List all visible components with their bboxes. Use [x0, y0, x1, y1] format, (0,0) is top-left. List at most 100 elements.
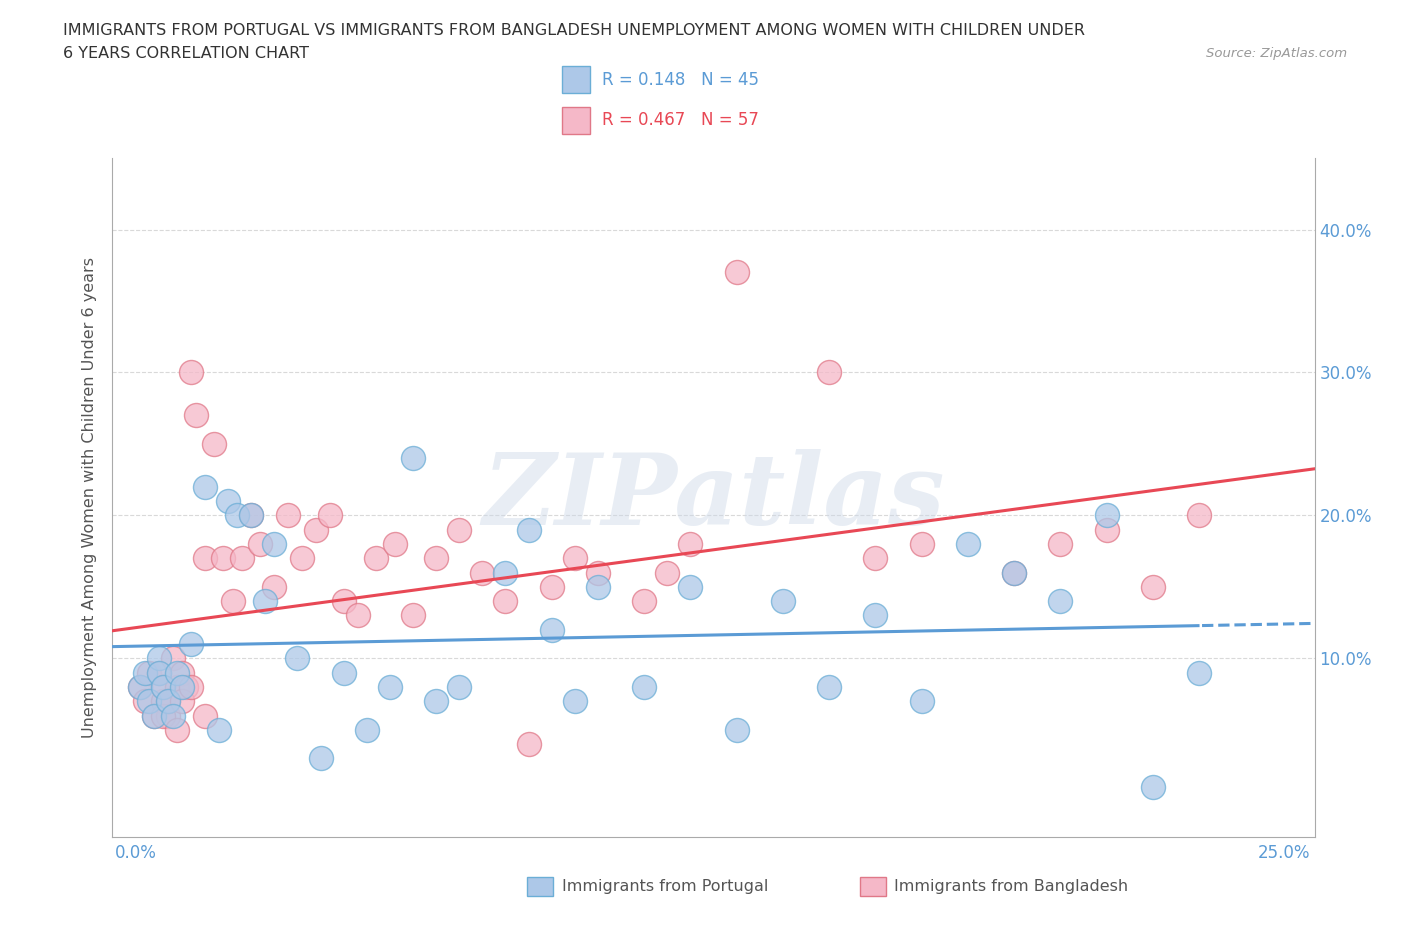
Point	[217, 494, 239, 509]
Point	[263, 537, 285, 551]
Point	[180, 365, 202, 380]
Point	[309, 751, 332, 765]
Point	[1188, 508, 1211, 523]
Point	[1095, 508, 1118, 523]
Point	[725, 265, 748, 280]
Point	[679, 579, 702, 594]
Text: IMMIGRANTS FROM PORTUGAL VS IMMIGRANTS FROM BANGLADESH UNEMPLOYMENT AMONG WOMEN : IMMIGRANTS FROM PORTUGAL VS IMMIGRANTS F…	[63, 23, 1085, 38]
Y-axis label: Unemployment Among Women with Children Under 6 years: Unemployment Among Women with Children U…	[82, 257, 97, 738]
Point	[772, 593, 794, 608]
Point	[586, 565, 609, 580]
Point	[679, 537, 702, 551]
Point	[818, 365, 841, 380]
FancyBboxPatch shape	[562, 107, 589, 134]
Point	[212, 551, 235, 565]
Point	[865, 608, 887, 623]
Point	[208, 723, 231, 737]
Point	[148, 651, 170, 666]
Point	[305, 523, 328, 538]
Point	[152, 680, 174, 695]
Point	[170, 665, 193, 680]
Point	[194, 551, 217, 565]
Point	[143, 708, 166, 723]
Point	[633, 593, 655, 608]
Point	[495, 565, 517, 580]
Point	[725, 723, 748, 737]
Point	[495, 593, 517, 608]
Point	[166, 723, 188, 737]
Text: Immigrants from Portugal: Immigrants from Portugal	[562, 879, 769, 894]
Point	[364, 551, 387, 565]
Point	[184, 408, 207, 423]
Point	[564, 694, 586, 709]
Point	[156, 694, 179, 709]
Point	[138, 665, 160, 680]
Point	[156, 694, 179, 709]
Point	[263, 579, 285, 594]
Point	[180, 637, 202, 652]
Point	[152, 694, 174, 709]
Point	[170, 680, 193, 695]
Point	[657, 565, 679, 580]
Point	[148, 665, 170, 680]
Point	[240, 508, 263, 523]
Point	[1095, 523, 1118, 538]
Text: ZIPatlas: ZIPatlas	[482, 449, 945, 546]
Text: Immigrants from Bangladesh: Immigrants from Bangladesh	[894, 879, 1129, 894]
Point	[865, 551, 887, 565]
Point	[222, 593, 245, 608]
Point	[291, 551, 314, 565]
Text: Source: ZipAtlas.com: Source: ZipAtlas.com	[1206, 46, 1347, 60]
FancyBboxPatch shape	[562, 66, 589, 93]
Point	[346, 608, 368, 623]
Point	[332, 593, 354, 608]
Point	[152, 680, 174, 695]
Point	[240, 508, 263, 523]
Point	[226, 508, 249, 523]
Point	[166, 665, 188, 680]
Point	[1002, 565, 1025, 580]
Point	[471, 565, 494, 580]
Point	[378, 680, 401, 695]
Text: R = 0.148   N = 45: R = 0.148 N = 45	[602, 71, 759, 88]
Point	[166, 680, 188, 695]
Point	[138, 694, 160, 709]
Point	[319, 508, 342, 523]
Point	[910, 537, 932, 551]
Point	[425, 551, 447, 565]
Point	[402, 608, 425, 623]
Point	[134, 665, 156, 680]
Point	[425, 694, 447, 709]
Point	[287, 651, 309, 666]
Point	[818, 680, 841, 695]
Point	[384, 537, 406, 551]
Point	[231, 551, 253, 565]
Bar	[860, 877, 886, 896]
Point	[540, 579, 562, 594]
Point	[633, 680, 655, 695]
Point	[332, 665, 354, 680]
Point	[176, 680, 198, 695]
Point	[162, 708, 184, 723]
Point	[1188, 665, 1211, 680]
Point	[156, 708, 179, 723]
Point	[170, 694, 193, 709]
Point	[134, 694, 156, 709]
Point	[449, 523, 471, 538]
Point	[540, 622, 562, 637]
Point	[517, 523, 540, 538]
Point	[162, 651, 184, 666]
Point	[1002, 565, 1025, 580]
Point	[1142, 579, 1164, 594]
Point	[148, 665, 170, 680]
Point	[194, 479, 217, 494]
Point	[194, 708, 217, 723]
Point	[202, 436, 225, 451]
Point	[1049, 537, 1071, 551]
Point	[129, 680, 152, 695]
Point	[517, 737, 540, 751]
Point	[564, 551, 586, 565]
Point	[449, 680, 471, 695]
Point	[356, 723, 378, 737]
Point	[249, 537, 271, 551]
